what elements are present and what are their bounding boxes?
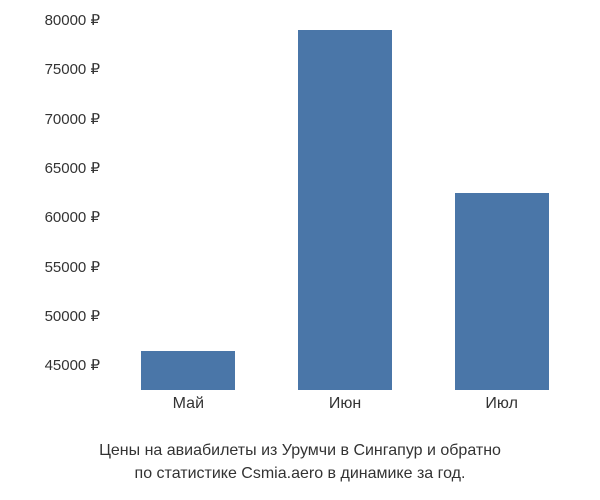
y-tick-label: 45000 ₽ bbox=[45, 356, 100, 374]
x-tick-label: Май bbox=[173, 395, 204, 413]
bars-group bbox=[110, 20, 580, 390]
y-tick-label: 60000 ₽ bbox=[45, 208, 100, 226]
price-chart: 45000 ₽ 50000 ₽ 55000 ₽ 60000 ₽ 65000 ₽ 70000… bbox=[10, 10, 590, 430]
y-tick-label: 75000 ₽ bbox=[45, 60, 100, 78]
plot-area bbox=[110, 20, 580, 390]
y-tick-label: 70000 ₽ bbox=[45, 110, 100, 128]
bar bbox=[455, 193, 549, 390]
bar bbox=[298, 30, 392, 390]
caption-line-2: по статистике Csmia.aero в динамике за г… bbox=[135, 465, 466, 482]
y-axis: 45000 ₽ 50000 ₽ 55000 ₽ 60000 ₽ 65000 ₽ 70000… bbox=[10, 20, 105, 390]
y-tick-label: 80000 ₽ bbox=[45, 11, 100, 29]
y-tick-label: 55000 ₽ bbox=[45, 258, 100, 276]
y-tick-label: 50000 ₽ bbox=[45, 307, 100, 325]
x-axis: Май Июн Июл bbox=[110, 395, 580, 420]
x-tick-label: Июн bbox=[329, 395, 361, 413]
chart-caption: Цены на авиабилеты из Урумчи в Сингапур … bbox=[0, 440, 600, 485]
bar bbox=[141, 351, 235, 390]
y-tick-label: 65000 ₽ bbox=[45, 159, 100, 177]
x-tick-label: Июл bbox=[485, 395, 517, 413]
caption-line-1: Цены на авиабилеты из Урумчи в Сингапур … bbox=[99, 442, 501, 459]
